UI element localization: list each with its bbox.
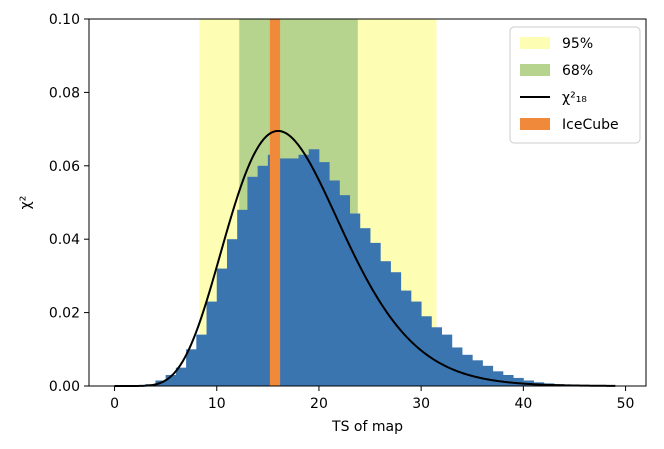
y-tick-label: 0.10 [49, 12, 80, 28]
legend-label: 95% [562, 36, 593, 52]
histogram-bar [278, 158, 289, 386]
x-tick-label: 40 [514, 396, 532, 412]
x-tick-label: 50 [617, 396, 635, 412]
legend-swatch [520, 118, 550, 130]
histogram-bar [472, 360, 483, 386]
histogram-bar [318, 162, 330, 386]
y-tick-label: 0.08 [49, 85, 80, 101]
histogram-bar [502, 374, 514, 386]
histogram-bar [482, 365, 494, 386]
histogram-bar [513, 377, 524, 386]
icecube-marker [269, 19, 281, 386]
histogram-bar [359, 228, 371, 386]
y-axis-ticks: 0.00 0.02 0.04 0.06 0.08 0.10 [49, 12, 89, 395]
histogram-bar [226, 239, 238, 386]
histogram-bar [441, 334, 453, 386]
histogram-bar [410, 301, 422, 386]
y-tick-label: 0.00 [49, 379, 80, 395]
y-tick-label: 0.06 [49, 159, 80, 175]
x-tick-label: 10 [208, 396, 226, 412]
legend-label: χ²₁₈ [562, 90, 587, 106]
chi2-curve [114, 129, 616, 387]
x-axis-ticks: 0 10 20 30 40 50 [110, 386, 634, 412]
histogram-bar [165, 374, 177, 386]
histogram-bar [339, 195, 351, 386]
y-axis-label: χ² [18, 196, 34, 210]
legend-swatch [520, 37, 550, 49]
histogram-bar [451, 347, 463, 386]
histogram-bar [288, 158, 299, 386]
histogram-bar [308, 149, 320, 386]
histogram-bar [349, 213, 361, 386]
histogram-bar [421, 316, 432, 386]
histogram-bar [390, 272, 402, 386]
icecube-marker-layer [269, 19, 281, 386]
histogram-bar [257, 165, 269, 386]
x-tick-label: 0 [110, 396, 119, 412]
legend-box [509, 26, 641, 144]
plot-frame [88, 18, 647, 387]
histogram-bar [370, 242, 381, 386]
legend: 95% 68% χ²₁₈ IceCube [509, 26, 641, 144]
legend-label: IceCube [562, 117, 619, 133]
x-tick-label: 20 [310, 396, 328, 412]
histogram-bar [462, 354, 473, 386]
y-tick-label: 0.04 [49, 232, 80, 248]
legend-label: 68% [562, 63, 593, 79]
histogram-bar [216, 268, 228, 386]
histogram-bar [298, 154, 310, 386]
histogram-bar [492, 371, 504, 386]
histogram-bar [400, 290, 412, 386]
x-tick-label: 30 [412, 396, 430, 412]
chi2-curve-layer [114, 129, 616, 387]
histogram-bar [237, 209, 248, 386]
histogram-bar [175, 367, 187, 386]
legend-swatch [520, 64, 550, 76]
x-axis-label: TS of map [331, 419, 403, 435]
histogram-bar [206, 301, 218, 386]
y-tick-label: 0.02 [49, 306, 80, 322]
histogram-bar [329, 180, 340, 386]
histogram-bar [247, 176, 259, 386]
histogram-bar [380, 261, 391, 386]
histogram-bar [196, 334, 207, 386]
histogram-bar [186, 349, 197, 386]
histogram-bar [431, 327, 442, 386]
